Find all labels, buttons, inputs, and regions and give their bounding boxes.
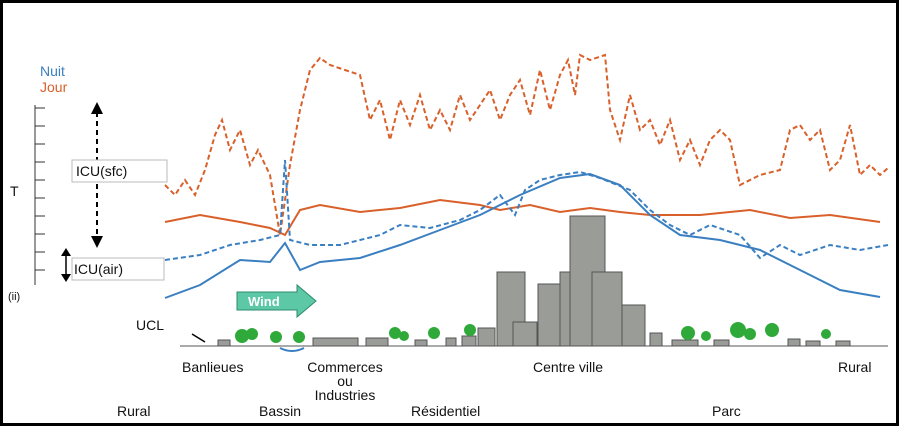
icu-sfc-label: ICU(sfc) xyxy=(76,163,127,179)
ucl-label: UCL xyxy=(136,317,164,333)
zone-commerce-3: Industries xyxy=(315,387,376,403)
wind-label: Wind xyxy=(248,294,280,309)
zone-suburbs: Banlieues xyxy=(182,359,244,375)
page: Nuit Jour T (ii) ICU(sfc) ICU(air) Wind … xyxy=(0,0,899,426)
zone-rural-right: Rural xyxy=(838,359,871,375)
zone-basin: Bassin xyxy=(259,403,301,419)
zone-rural-left: Rural xyxy=(117,403,150,419)
zone-park: Parc xyxy=(712,403,741,419)
legend-night: Nuit xyxy=(40,63,65,79)
axis-label: T xyxy=(10,183,19,199)
icu-air-label: ICU(air) xyxy=(74,261,123,277)
zone-residential: Résidentiel xyxy=(411,403,480,419)
panel-label: (ii) xyxy=(8,291,20,303)
diagram: Nuit Jour T (ii) ICU(sfc) ICU(air) Wind … xyxy=(0,0,899,426)
zone-downtown: Centre ville xyxy=(533,359,603,375)
legend-day: Jour xyxy=(40,79,68,95)
